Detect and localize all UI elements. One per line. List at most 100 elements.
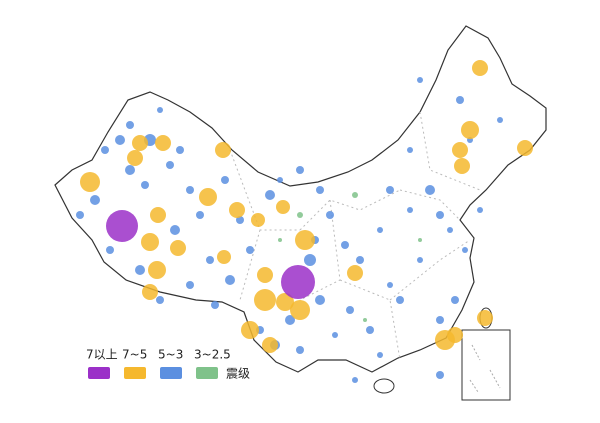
epicenter: [101, 146, 109, 154]
epicenter: [387, 282, 393, 288]
legend-label: 7~5: [122, 348, 147, 362]
epicenter: [236, 216, 244, 224]
legend-label: 7以上: [86, 348, 118, 362]
epicenter: [186, 281, 194, 289]
legend-swatch: [124, 367, 146, 379]
legend-swatch: [160, 367, 182, 379]
epicenter: [199, 188, 217, 206]
epicenter: [436, 211, 444, 219]
epicenter: [447, 327, 463, 343]
epicenter: [347, 265, 363, 281]
epicenter: [132, 135, 148, 151]
legend-label: 3~2.5: [194, 348, 231, 362]
epicenter: [452, 142, 468, 158]
epicenter: [211, 301, 219, 309]
epicenter: [277, 177, 283, 183]
epicenter: [497, 117, 503, 123]
epicenter: [304, 254, 316, 266]
epicenter: [157, 107, 163, 113]
epicenter: [341, 241, 349, 249]
epicenter: [106, 210, 138, 242]
china-outline: [54, 25, 547, 373]
epicenter: [186, 186, 194, 194]
epicenter: [417, 257, 423, 263]
epicenter: [257, 267, 273, 283]
epicenter: [156, 296, 164, 304]
epicenter: [346, 306, 354, 314]
epicenter: [418, 238, 422, 242]
epicenter: [436, 316, 444, 324]
epicenter: [215, 142, 231, 158]
epicenters: [76, 60, 533, 383]
epicenter: [176, 146, 184, 154]
epicenter: [217, 250, 231, 264]
epicenter: [285, 315, 295, 325]
epicenter: [425, 185, 435, 195]
epicenter: [363, 318, 367, 322]
epicenter: [106, 246, 114, 254]
epicenter: [297, 212, 303, 218]
legend-label: 5~3: [158, 348, 183, 362]
epicenter: [196, 211, 204, 219]
epicenter: [356, 256, 364, 264]
epicenter: [170, 240, 186, 256]
epicenter: [246, 246, 254, 254]
legend-unit: 震级: [226, 367, 250, 381]
epicenter: [477, 207, 483, 213]
epicenter: [407, 207, 413, 213]
hainan: [373, 378, 395, 394]
epicenter: [436, 371, 444, 379]
epicenter: [316, 186, 324, 194]
epicenter: [276, 200, 290, 214]
epicenter: [142, 284, 158, 300]
epicenter: [281, 265, 315, 299]
epicenter: [221, 176, 229, 184]
epicenter: [229, 202, 245, 218]
epicenter: [141, 181, 149, 189]
epicenter: [462, 247, 468, 253]
epicenter: [206, 256, 214, 264]
epicenter: [295, 230, 315, 250]
epicenter: [290, 300, 310, 320]
epicenter: [456, 96, 464, 104]
epicenter: [377, 227, 383, 233]
epicenter: [148, 261, 166, 279]
epicenter: [407, 147, 413, 153]
epicenter: [80, 172, 100, 192]
epicenter: [296, 346, 304, 354]
epicenter: [170, 225, 180, 235]
epicenter: [315, 295, 325, 305]
epicenter: [265, 190, 275, 200]
epicenter: [126, 121, 134, 129]
epicenter: [155, 135, 171, 151]
epicenter: [254, 289, 276, 311]
epicenter: [477, 310, 493, 326]
epicenter: [166, 161, 174, 169]
epicenter: [296, 166, 304, 174]
epicenter: [90, 195, 100, 205]
epicenter: [352, 192, 358, 198]
epicenter: [241, 321, 259, 339]
epicenter: [225, 275, 235, 285]
epicenter: [366, 326, 374, 334]
epicenter: [454, 158, 470, 174]
epicenter: [326, 211, 334, 219]
epicenter: [417, 77, 423, 83]
epicenter: [278, 238, 282, 242]
epicenter: [150, 207, 166, 223]
epicenter: [396, 296, 404, 304]
inset-islands: [469, 344, 501, 393]
epicenter: [125, 165, 135, 175]
epicenter: [447, 227, 453, 233]
epicenter: [276, 293, 294, 311]
south-sea-inset: [461, 329, 511, 401]
epicenter: [386, 186, 394, 194]
epicenter: [262, 337, 278, 353]
epicenter: [332, 332, 338, 338]
epicenter: [141, 233, 159, 251]
epicenter: [127, 150, 143, 166]
epicenter: [377, 352, 383, 358]
legend: 7以上 7~5 5~3 3~2.5 震级: [86, 348, 250, 381]
